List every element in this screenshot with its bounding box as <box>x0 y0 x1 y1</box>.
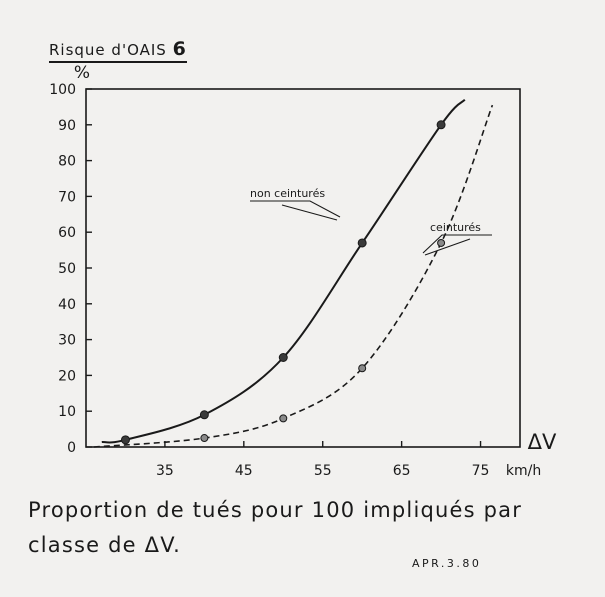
data-point <box>357 238 367 248</box>
leader-line <box>424 238 471 256</box>
leader-line <box>281 204 338 221</box>
y-tick-label: 40 <box>58 297 76 313</box>
x-axis-unit: km/h <box>506 463 541 479</box>
leader-line <box>422 234 492 254</box>
y-tick-label: 10 <box>58 404 76 420</box>
series-label-ceintures: ceinturés <box>430 221 481 234</box>
reference-code: APR.3.80 <box>412 557 482 570</box>
data-point <box>279 414 288 423</box>
y-tick-label: 80 <box>58 154 76 170</box>
series-label-non-ceintures: non ceinturés <box>250 187 325 200</box>
series-line-1 <box>93 104 494 448</box>
data-point <box>200 434 209 443</box>
plot-frame <box>85 88 521 448</box>
chart-points <box>120 120 446 445</box>
data-point <box>358 364 367 373</box>
y-axis-label: % <box>74 63 90 83</box>
series-line-0 <box>101 98 466 444</box>
data-point <box>278 353 288 362</box>
x-tick-label: 75 <box>472 463 490 479</box>
y-tick-label: 70 <box>58 189 76 205</box>
data-point <box>120 435 130 445</box>
y-tick-label: 20 <box>58 368 76 384</box>
y-tick-label: 0 <box>67 440 76 456</box>
x-tick-label: 35 <box>156 463 174 479</box>
chart-labels: non ceinturés ceinturés <box>250 187 492 256</box>
y-tick-label: 50 <box>58 261 76 277</box>
caption-line-1: Proportion de tués pour 100 impliqués pa… <box>28 498 523 522</box>
chart-title-number: 6 <box>172 38 187 60</box>
chart-curves <box>93 98 494 448</box>
x-axis-label: ΔV <box>528 430 557 454</box>
chart-title: Risque d'OAIS 6 <box>49 38 187 63</box>
y-tick-label: 60 <box>58 225 76 241</box>
x-tick-label: 65 <box>393 463 411 479</box>
caption-line-2: classe de ΔV. <box>28 533 181 557</box>
x-tick-label: 55 <box>314 463 332 479</box>
data-point <box>199 410 209 420</box>
chart-axes: 0 10 20 30 40 50 60 70 80 90 100 35 45 55 65 75% ΔV km/h <box>49 63 557 479</box>
chart-title-text: Risque d'OAIS <box>49 41 167 59</box>
data-point <box>436 120 446 130</box>
data-point <box>437 238 446 247</box>
y-tick-label: 90 <box>58 118 76 134</box>
x-tick-label: 45 <box>235 463 253 479</box>
y-tick-label: 30 <box>58 333 76 349</box>
leader-line <box>250 200 341 218</box>
y-tick-label: 100 <box>49 82 76 98</box>
